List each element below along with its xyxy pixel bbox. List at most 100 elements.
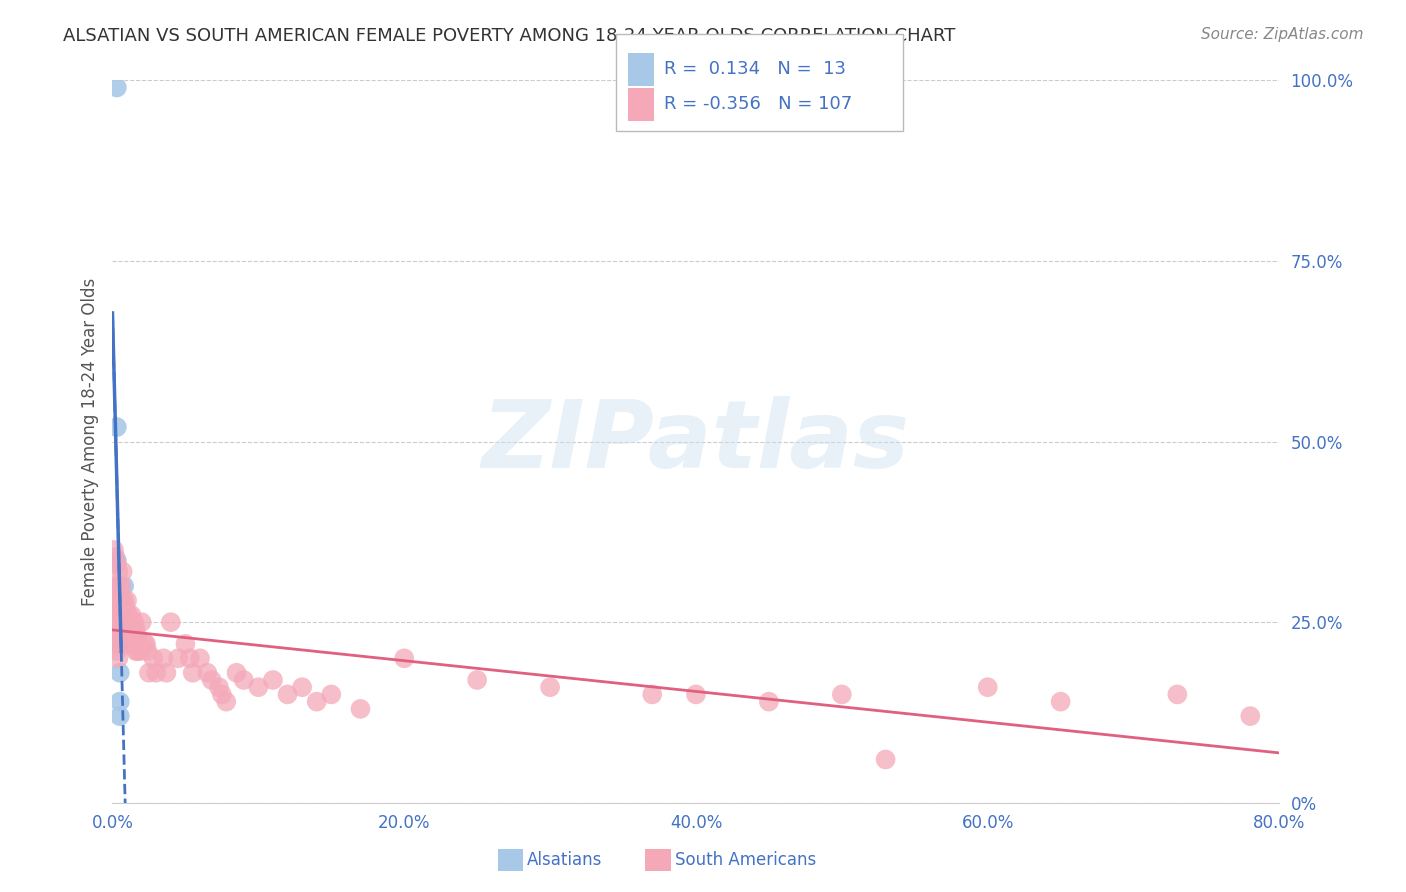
Point bbox=[108, 695, 131, 709]
Point bbox=[104, 637, 127, 651]
Point bbox=[215, 695, 238, 709]
Point bbox=[101, 615, 124, 630]
Point bbox=[465, 673, 488, 687]
Point bbox=[129, 644, 152, 658]
Point bbox=[107, 615, 129, 630]
Point bbox=[1166, 687, 1188, 701]
Point bbox=[110, 615, 132, 630]
Point bbox=[247, 680, 270, 694]
Y-axis label: Female Poverty Among 18-24 Year Olds: Female Poverty Among 18-24 Year Olds bbox=[80, 277, 98, 606]
Point bbox=[105, 554, 128, 568]
Point bbox=[107, 630, 129, 644]
Point bbox=[108, 623, 131, 637]
Point bbox=[179, 651, 201, 665]
Point bbox=[111, 593, 134, 607]
Point bbox=[155, 665, 177, 680]
Point bbox=[112, 600, 135, 615]
Point bbox=[107, 651, 129, 665]
Point bbox=[107, 565, 129, 579]
Point bbox=[108, 623, 131, 637]
Text: South Americans: South Americans bbox=[675, 851, 815, 869]
Text: Alsatians: Alsatians bbox=[527, 851, 603, 869]
Point bbox=[115, 607, 138, 622]
Point bbox=[394, 651, 416, 665]
Point bbox=[105, 593, 128, 607]
Point bbox=[104, 579, 127, 593]
Point bbox=[112, 630, 135, 644]
Point bbox=[276, 687, 298, 701]
Text: ALSATIAN VS SOUTH AMERICAN FEMALE POVERTY AMONG 18-24 YEAR OLDS CORRELATION CHAR: ALSATIAN VS SOUTH AMERICAN FEMALE POVERT… bbox=[63, 27, 956, 45]
Point bbox=[135, 637, 157, 651]
Point bbox=[115, 637, 138, 651]
Point bbox=[112, 579, 135, 593]
Point bbox=[111, 630, 134, 644]
Point bbox=[152, 651, 174, 665]
Text: R = -0.356   N = 107: R = -0.356 N = 107 bbox=[664, 95, 852, 113]
Point bbox=[105, 80, 128, 95]
Point bbox=[136, 644, 159, 658]
Point bbox=[108, 619, 131, 633]
Point bbox=[1049, 695, 1071, 709]
Point bbox=[685, 687, 707, 701]
Point bbox=[104, 623, 127, 637]
Point bbox=[115, 623, 138, 637]
Point bbox=[118, 623, 141, 637]
Point bbox=[117, 607, 139, 622]
Point bbox=[118, 615, 141, 630]
Point bbox=[105, 607, 128, 622]
Point bbox=[108, 579, 131, 593]
Point bbox=[122, 637, 145, 651]
Point bbox=[107, 593, 129, 607]
Point bbox=[120, 607, 142, 622]
Point bbox=[115, 615, 138, 630]
Point bbox=[976, 680, 998, 694]
Point bbox=[108, 665, 131, 680]
Point bbox=[108, 637, 131, 651]
Point bbox=[101, 600, 124, 615]
Point bbox=[125, 623, 148, 637]
Point bbox=[134, 637, 156, 651]
Point bbox=[111, 565, 134, 579]
Point bbox=[114, 600, 136, 615]
Point bbox=[108, 637, 131, 651]
Point bbox=[145, 665, 167, 680]
Point bbox=[110, 600, 132, 615]
Point bbox=[108, 593, 131, 607]
Point bbox=[538, 680, 561, 694]
Point bbox=[232, 673, 254, 687]
Point bbox=[111, 607, 134, 622]
Point bbox=[831, 687, 853, 701]
Point bbox=[111, 615, 134, 630]
Point bbox=[188, 651, 211, 665]
Text: ZIPatlas: ZIPatlas bbox=[482, 395, 910, 488]
Point bbox=[114, 615, 136, 630]
Point bbox=[104, 607, 127, 622]
Point bbox=[108, 607, 131, 622]
Point bbox=[208, 680, 231, 694]
Point bbox=[105, 420, 128, 434]
Point bbox=[127, 630, 149, 644]
Point bbox=[758, 695, 780, 709]
Point bbox=[142, 651, 165, 665]
Point bbox=[1239, 709, 1261, 723]
Point bbox=[305, 695, 328, 709]
Point bbox=[181, 665, 204, 680]
Point bbox=[122, 615, 145, 630]
Point bbox=[201, 673, 224, 687]
Point bbox=[112, 615, 135, 630]
Point bbox=[321, 687, 343, 701]
Point bbox=[108, 593, 131, 607]
Point bbox=[110, 623, 132, 637]
Point bbox=[104, 550, 127, 565]
Point bbox=[291, 680, 314, 694]
Point bbox=[174, 637, 197, 651]
Point bbox=[112, 593, 135, 607]
Text: R =  0.134   N =  13: R = 0.134 N = 13 bbox=[664, 60, 845, 78]
Point bbox=[211, 687, 233, 701]
Point bbox=[110, 637, 132, 651]
Point bbox=[108, 615, 131, 630]
Point bbox=[118, 637, 141, 651]
Point bbox=[262, 673, 284, 687]
Point bbox=[127, 644, 149, 658]
Point bbox=[110, 607, 132, 622]
